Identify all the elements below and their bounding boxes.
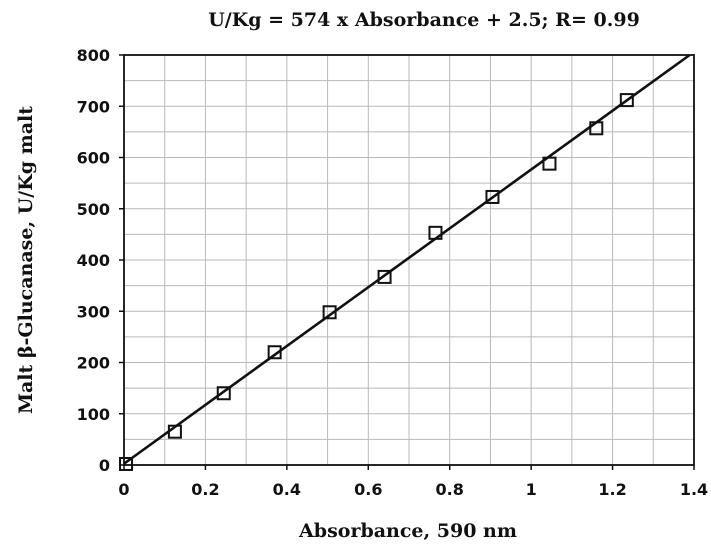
data-point: [216, 386, 231, 401]
x-axis-label: Absorbance, 590 nm: [298, 520, 517, 542]
y-tick-label: 700: [77, 97, 110, 116]
y-tick-label: 0: [99, 456, 110, 475]
y-tick-label: 600: [77, 149, 110, 168]
x-tick-label: 1: [526, 480, 537, 499]
y-tick-label: 500: [77, 200, 110, 219]
data-point: [485, 189, 500, 204]
plot-frame: [123, 54, 695, 466]
x-tick-label: 0.4: [273, 480, 301, 499]
y-tick-label: 100: [77, 405, 110, 424]
data-point: [619, 93, 634, 108]
y-tick-label: 200: [77, 354, 110, 373]
data-point: [542, 156, 557, 171]
y-tick-label: 300: [77, 302, 110, 321]
data-point: [322, 305, 337, 320]
fit-line: [123, 53, 691, 465]
x-tick-label: 1.2: [598, 480, 626, 499]
grid-layer: [124, 55, 694, 465]
x-tick-label: 0.2: [191, 480, 219, 499]
data-point: [267, 345, 282, 360]
chart-title: U/Kg = 574 x Absorbance + 2.5; R= 0.99: [208, 9, 640, 31]
x-tick-label: 0.6: [354, 480, 382, 499]
labels-layer: 0 0.2 0.4 0.6 0.8 1 1.2 1.4 0 100 200 300 400 500 600 7…: [77, 46, 709, 499]
points-layer: [119, 93, 634, 471]
y-tick-label: 800: [77, 46, 110, 65]
data-point: [377, 269, 392, 284]
y-tick-label: 400: [77, 251, 110, 270]
data-point: [589, 121, 604, 136]
data-point: [119, 456, 134, 471]
fit-layer: [123, 53, 691, 465]
data-point: [167, 424, 182, 439]
y-axis-label: Malt β-Glucanase, U/Kg malt: [15, 106, 37, 414]
x-tick-label: 0: [118, 480, 129, 499]
data-point: [428, 225, 443, 240]
x-tick-label: 0.8: [436, 480, 464, 499]
x-tick-label: 1.4: [680, 480, 708, 499]
